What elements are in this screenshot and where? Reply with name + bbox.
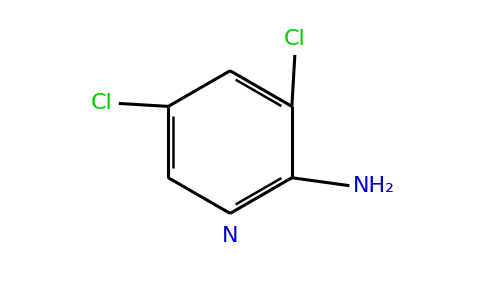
Text: N: N: [222, 226, 238, 246]
Text: NH₂: NH₂: [353, 176, 395, 196]
Text: Cl: Cl: [284, 29, 306, 49]
Text: Cl: Cl: [91, 93, 113, 113]
